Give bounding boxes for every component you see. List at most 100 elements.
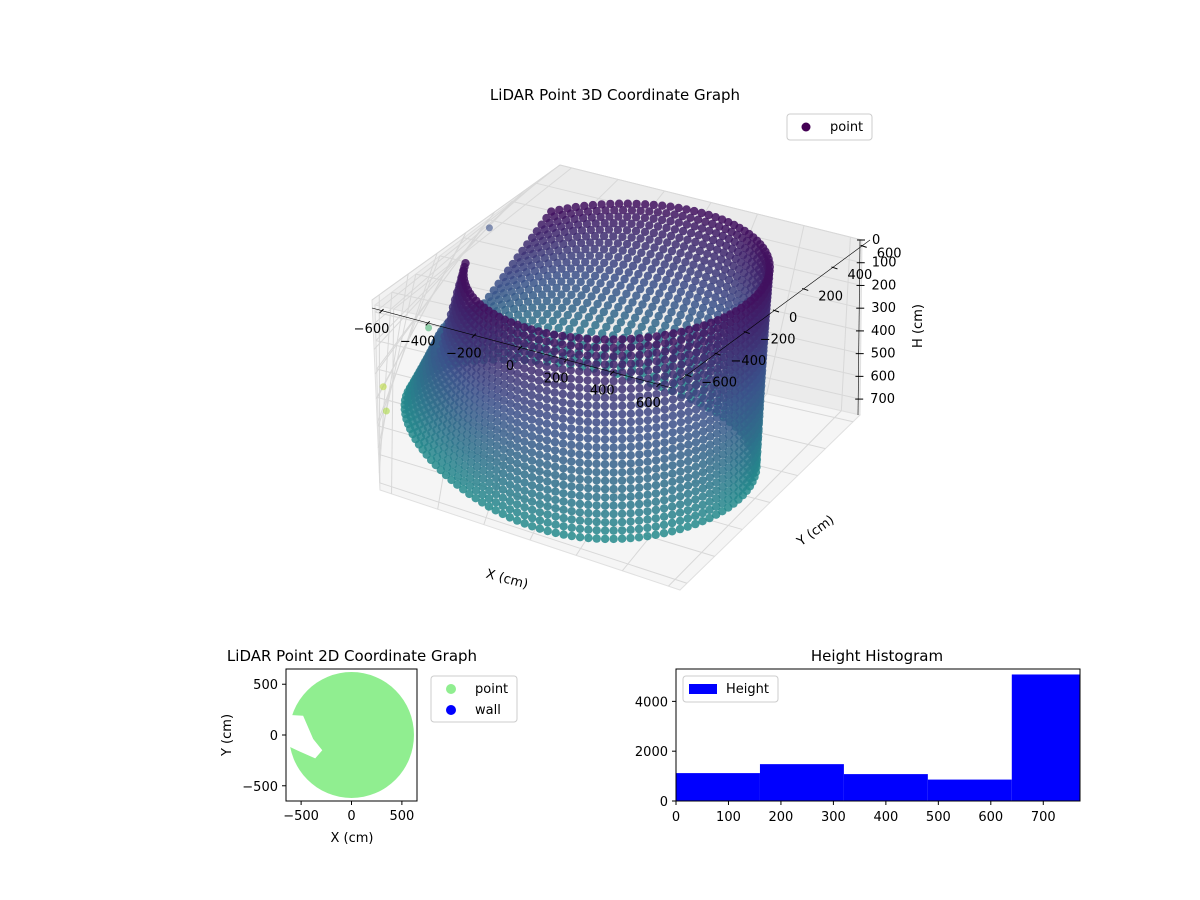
scatter-point-3d — [553, 310, 562, 319]
scatter-point-3d — [473, 454, 482, 463]
scatter-point-3d — [567, 490, 576, 499]
scatter-point-3d — [695, 246, 704, 256]
scatter-point-3d — [571, 284, 581, 293]
histogram-bar — [759, 764, 844, 801]
scatter-point-3d — [557, 264, 566, 273]
chart-2d-title: LiDAR Point 2D Coordinate Graph — [227, 647, 477, 665]
scatter-point-3d — [575, 425, 584, 434]
scatter-point-3d — [486, 430, 495, 439]
scatter-point-3d — [602, 322, 611, 332]
scatter-point-3d — [542, 378, 551, 387]
scatter-point-3d — [487, 406, 496, 415]
scatter-point-3d — [635, 392, 644, 401]
scatter-point-3d — [489, 286, 498, 295]
scatter-point-3d — [568, 304, 577, 313]
scatter-point-3d — [513, 491, 522, 501]
scatter-point-3d — [567, 449, 576, 458]
scatter-point-3d — [705, 226, 714, 235]
scatter-point-3d — [691, 511, 700, 521]
scatter-point-3d — [493, 377, 503, 386]
scatter-point-3d — [520, 323, 529, 332]
x-tick — [656, 382, 661, 388]
scatter-point-3d — [712, 461, 721, 471]
scatter-point-3d — [690, 206, 699, 216]
scatter-point-3d — [701, 233, 711, 242]
scatter-point-3d — [632, 240, 641, 250]
scatter-point-3d — [643, 271, 653, 280]
scatter-point-3d — [662, 275, 671, 285]
scatter-point-3d — [500, 364, 509, 373]
scatter-point-3d — [566, 415, 576, 425]
scatter-point-3d — [679, 304, 688, 313]
scatter-point-3d — [559, 447, 568, 457]
scatter-point-3d — [691, 503, 700, 512]
scatter-point-3d — [705, 440, 715, 450]
scatter-point-3d — [467, 442, 477, 451]
y-tick — [714, 352, 721, 356]
scatter-point-3d — [651, 456, 661, 465]
scatter-point-3d — [617, 534, 627, 543]
scatter-point-3d — [527, 358, 536, 367]
scatter-point-3d — [597, 200, 606, 209]
scatter-point-3d — [535, 401, 544, 410]
scatter-point-3d — [617, 526, 627, 535]
scatter-point-3d — [660, 438, 669, 447]
scatter-point-3d — [527, 325, 536, 334]
scatter-point-3d — [661, 321, 670, 330]
scatter-point-3d — [550, 437, 560, 447]
histogram-frame — [675, 668, 1081, 802]
scatter-point-3d — [567, 424, 576, 433]
scatter-point-3d — [618, 351, 627, 361]
scatter-point-3d — [632, 291, 641, 300]
scatter-point-3d — [585, 251, 595, 260]
scatter-point-3d — [506, 407, 515, 416]
scatter-point-3d — [552, 271, 561, 280]
scatter-point-3d — [583, 384, 592, 393]
scatter-point-3d — [528, 522, 537, 531]
scatter-point-3d — [583, 409, 593, 418]
chart-2d-xlabel: X (cm) — [331, 831, 374, 846]
scatter-point-3d — [588, 200, 598, 210]
x-tick-label: −600 — [354, 322, 390, 337]
scatter-point-3d — [513, 459, 522, 468]
scatter-point-3d — [520, 445, 529, 455]
scatter-point-3d — [618, 385, 627, 394]
scatter-point-3d — [706, 383, 715, 393]
scatter-point-3d — [686, 228, 696, 238]
scatter-point-3d — [473, 446, 482, 455]
scatter-point-3d — [513, 320, 522, 330]
scatter-point-3d — [684, 366, 694, 376]
scatter-point-3d — [520, 404, 529, 414]
scatter-point-3d — [706, 351, 716, 360]
scatter-point-3d — [652, 398, 661, 407]
scatter-point-3d — [627, 320, 636, 329]
scatter-point-3d — [660, 429, 669, 439]
scatter-point-3d — [535, 393, 544, 402]
scatter-point-3d — [513, 443, 522, 452]
scatter-point-3d — [602, 286, 611, 296]
grid-line-z — [375, 237, 465, 399]
scatter-point-3d — [693, 293, 702, 302]
scatter-point-3d — [600, 418, 610, 427]
scatter-point-3d — [581, 284, 591, 294]
scatter-point-3d — [651, 481, 661, 490]
scatter-point-3d — [506, 440, 515, 449]
scatter-point-3d — [617, 476, 627, 485]
scatter-point-3d — [618, 393, 627, 402]
scatter-point-3d — [634, 499, 644, 509]
scatter-point-3d — [635, 367, 644, 376]
scatter-point-3d — [683, 497, 693, 507]
scatter-point-3d — [691, 479, 700, 488]
scatter-point-3d — [626, 283, 635, 292]
scatter-point-3d — [665, 269, 675, 278]
scatter-point-3d — [527, 399, 536, 408]
scatter-point-3d — [574, 342, 584, 351]
scatter-point-3d — [651, 295, 661, 305]
histogram-legend-box — [682, 675, 779, 703]
scatter-point-3d — [535, 491, 544, 501]
scatter-point-3d — [674, 203, 683, 213]
x-tick-label-hist: 300 — [821, 810, 846, 825]
z-tick-label: 0 — [872, 233, 880, 248]
chart-histogram: Height Histogram 0 100 200 300 400 500 600 7000… — [635, 647, 1081, 825]
scatter-point-3d — [600, 393, 610, 402]
